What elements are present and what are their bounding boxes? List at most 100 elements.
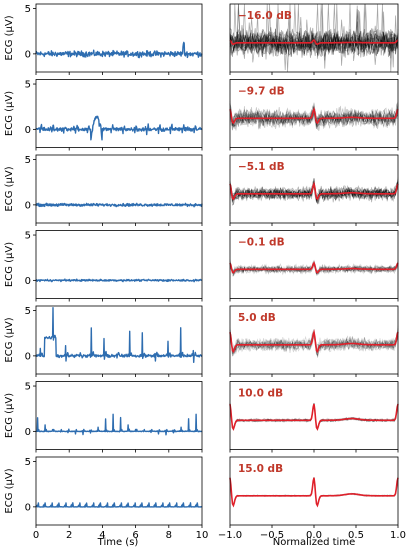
y-tick-label: 0 (25, 351, 31, 362)
ecg-trace-2 (35, 115, 203, 141)
x-tick-label: 6 (132, 530, 138, 541)
left-panel-5: 5 0 ECG (μV) (4, 305, 203, 377)
x-tick-label: −1.0 (218, 530, 242, 541)
beat-trace (229, 181, 399, 202)
beat-trace (229, 103, 399, 130)
snr-label: −5.1 dB (238, 161, 285, 173)
left-panel-frame (35, 230, 203, 299)
left-column-panels: 5 0 ECG (μV) 5 0 ECG (μV) 5 0 ECG (μV) 5 0 ECG (μV)… (4, 3, 209, 541)
mean-beat-line (229, 403, 399, 431)
y-tick-label: 0 (25, 200, 31, 211)
y-tick-label: 5 (25, 4, 31, 15)
y-axis-label: ECG (μV) (4, 242, 15, 287)
right-panel-3: −5.1 dB (229, 154, 399, 226)
snr-label: 5.0 dB (238, 312, 276, 324)
ecg-trace-7 (35, 502, 203, 508)
beat-trace (229, 3, 399, 59)
x-tick-label: 1.0 (390, 530, 406, 541)
snr-label: −16.0 dB (238, 10, 292, 22)
beat-trace (229, 105, 399, 129)
right-panel-6: 10.0 dB (229, 381, 399, 453)
right-panel-1: −16.0 dB (229, 3, 399, 75)
x-tick-label: 10 (196, 530, 209, 541)
ecg-trace-4 (35, 278, 203, 283)
y-axis-label: ECG (μV) (4, 166, 15, 211)
y-tick-label: 5 (25, 382, 31, 393)
beat-trace (229, 107, 399, 130)
beat-trace (229, 262, 399, 275)
left-panel-frame (35, 381, 203, 450)
y-tick-label: 5 (25, 80, 31, 91)
beat-trace (229, 3, 399, 68)
beat-trace (229, 19, 399, 58)
beat-trace (229, 178, 399, 206)
mean-beat-line (229, 261, 399, 274)
snr-label: −9.7 dB (238, 86, 285, 98)
beat-trace (229, 3, 399, 71)
left-panel-6: 5 0 ECG (μV) (4, 381, 203, 453)
left-panel-frame (35, 79, 203, 148)
mean-beat-line (229, 181, 399, 201)
beat-trace (229, 3, 399, 65)
beat-trace (229, 331, 399, 357)
beat-trace (229, 103, 399, 131)
snr-label: 15.0 dB (238, 463, 283, 475)
beat-trace (229, 3, 399, 66)
left-panel-frame (35, 3, 203, 73)
mean-beat-line (229, 329, 399, 354)
y-axis-label: ECG (μV) (4, 317, 15, 362)
right-panel-2: −9.7 dB (229, 79, 399, 151)
beat-trace (229, 259, 399, 275)
y-tick-label: 0 (25, 502, 31, 513)
ecg-trace-1 (35, 41, 203, 59)
x-tick-label: 4 (99, 530, 105, 541)
left-panel-frame (35, 456, 203, 526)
left-panel-7: 5 0 ECG (μV) 0 2 4 6 8 10 (4, 456, 209, 541)
left-panel-4: 5 0 ECG (μV) (4, 230, 203, 302)
right-panel-5: 5.0 dB (229, 305, 399, 377)
y-tick-label: 5 (25, 457, 31, 468)
ecg-trace-3 (35, 202, 203, 208)
snr-label: 10.0 dB (238, 388, 283, 400)
ecg-trace-6 (35, 413, 203, 436)
left-panel-1: 5 0 ECG (μV) (4, 3, 203, 75)
beat-trace (229, 329, 399, 358)
right-x-axis-label: Normalized time (273, 537, 355, 548)
y-axis-label: ECG (μV) (4, 393, 15, 438)
x-tick-label: −0.5 (260, 530, 284, 541)
left-x-axis-label: Time (s) (97, 537, 139, 548)
y-axis-label: ECG (μV) (4, 15, 15, 60)
y-tick-label: 0 (25, 49, 31, 60)
beat-trace (229, 3, 399, 57)
y-tick-label: 0 (25, 125, 31, 136)
beat-trace (229, 101, 399, 129)
mean-beat-line (229, 106, 399, 125)
right-panel-7: 15.0 dB −1.0 −0.5 0.0 0.5 1.0 (218, 456, 406, 541)
beat-trace (229, 104, 399, 129)
mean-beat-line (229, 477, 399, 508)
left-panel-3: 5 0 ECG (μV) (4, 154, 203, 226)
left-panel-frame (35, 154, 203, 224)
ecg-trace-5 (35, 307, 203, 363)
left-panel-2: 5 0 ECG (μV) (4, 79, 203, 151)
y-tick-label: 5 (25, 306, 31, 317)
y-tick-label: 5 (25, 155, 31, 166)
x-tick-label: 0.0 (306, 530, 322, 541)
y-tick-label: 0 (25, 427, 31, 438)
mean-beat-line (229, 39, 399, 46)
snr-label: −0.1 dB (238, 237, 285, 249)
y-axis-label: ECG (μV) (4, 468, 15, 513)
right-column-panels: −16.0 dB −9.7 dB −5.1 dB −0.1 dB 5.0 dB 10.0 … (218, 3, 406, 541)
beat-trace (229, 105, 399, 129)
x-tick-label: 0 (33, 530, 39, 541)
x-tick-label: 0.5 (348, 530, 364, 541)
beat-trace (229, 103, 399, 131)
y-tick-label: 0 (25, 276, 31, 287)
beat-trace (229, 329, 399, 358)
beat-trace (229, 330, 399, 354)
x-tick-label: 8 (166, 530, 172, 541)
left-panel-frame (35, 305, 203, 375)
y-tick-label: 5 (25, 231, 31, 242)
right-panel-4: −0.1 dB (229, 230, 399, 302)
